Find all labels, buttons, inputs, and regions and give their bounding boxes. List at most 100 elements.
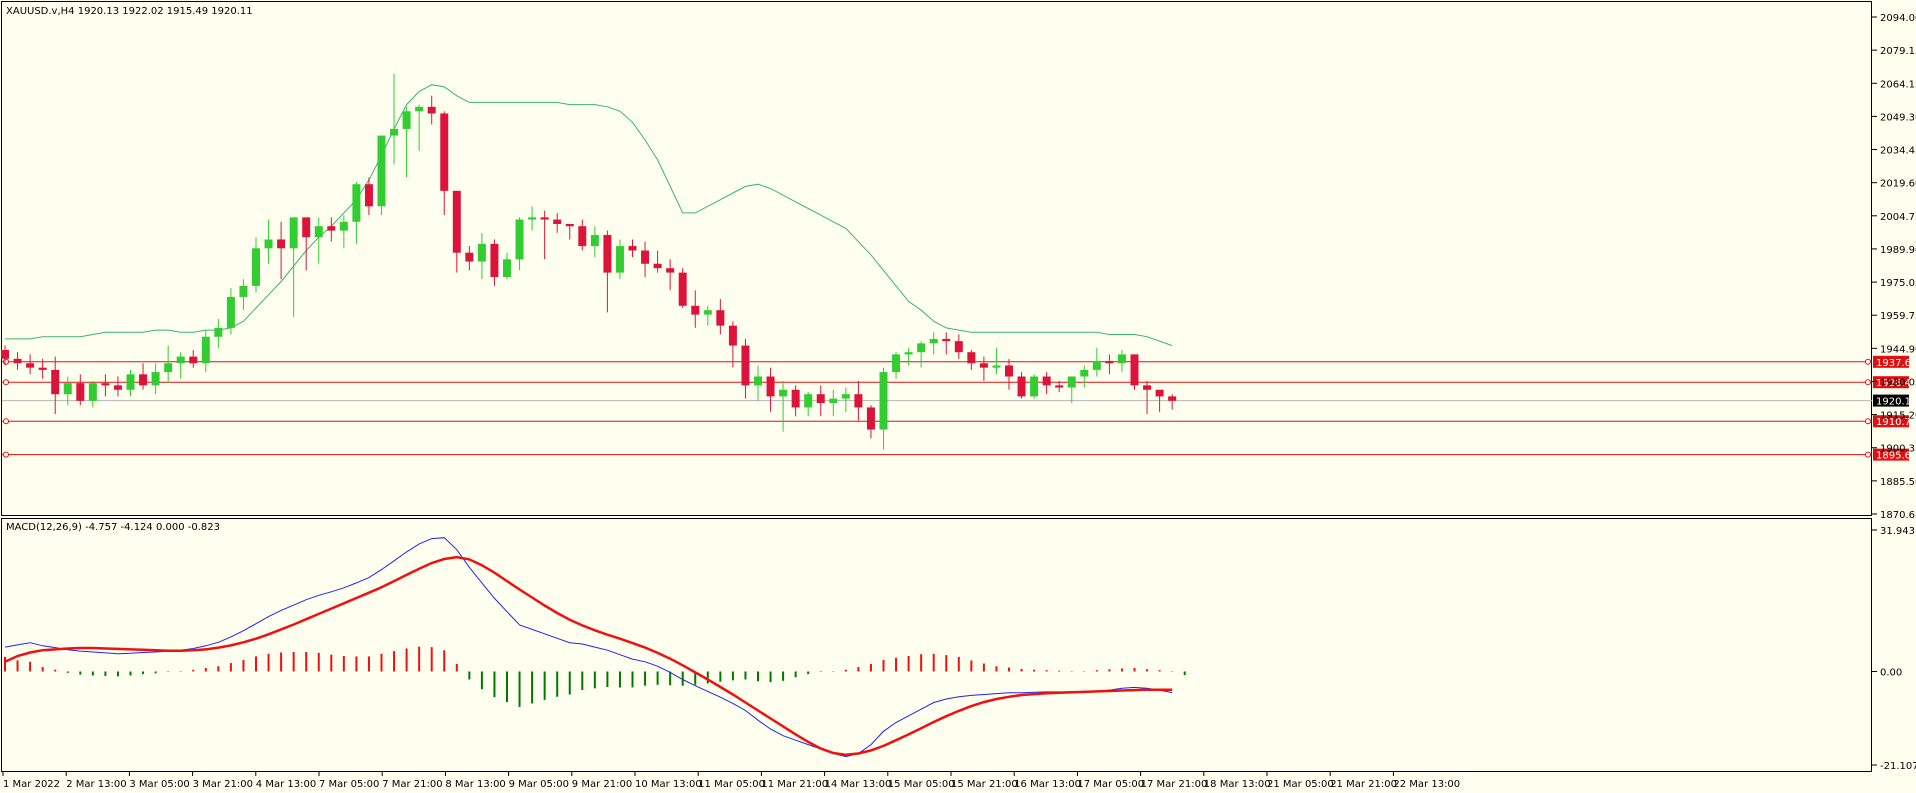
candle-body	[540, 217, 549, 220]
time-tick-label: 10 Mar 13:00	[635, 779, 702, 790]
price-panel-header: XAUUSD.v,H4 1920.13 1922.02 1915.49 1920…	[6, 6, 253, 17]
candle-body	[1105, 361, 1114, 364]
candle-body	[829, 398, 838, 404]
time-tick-label: 18 Mar 13:00	[1204, 779, 1271, 790]
bollinger-bands	[5, 84, 1173, 347]
candle-body	[565, 223, 574, 227]
candle-body	[992, 365, 1001, 368]
level-handle-left[interactable]	[3, 379, 9, 386]
candle-body	[63, 383, 72, 395]
level-price-label: 1937.65	[1876, 358, 1916, 369]
candle-body	[1067, 376, 1076, 388]
candle-body	[402, 111, 411, 129]
candle-body	[151, 372, 160, 386]
candle-body	[1042, 376, 1051, 386]
candles	[1, 73, 1177, 450]
candle-body	[26, 363, 35, 368]
candle-body	[528, 217, 537, 220]
candle-body	[126, 374, 135, 390]
signal-line	[4, 555, 1173, 757]
candle-body	[302, 217, 311, 238]
time-tick-label: 17 Mar 21:00	[1141, 779, 1208, 790]
candle-body	[841, 394, 850, 399]
candle-body	[289, 217, 298, 249]
macd-tick-label: 0.00	[1880, 668, 1902, 679]
candle-body	[917, 343, 926, 353]
price-tick-label: 2064.15	[1880, 79, 1916, 90]
candle-body	[854, 394, 863, 408]
time-tick-label: 22 Mar 13:00	[1393, 779, 1460, 790]
candle-body	[791, 389, 800, 408]
candle-body	[214, 327, 223, 337]
level-price-tag	[1873, 415, 1909, 428]
price-tick-label: 2094.00	[1880, 13, 1916, 24]
level-price-label: 1910.76	[1876, 417, 1916, 428]
macd-panel-frame[interactable]	[1, 518, 1872, 772]
candle-body	[390, 128, 399, 136]
candle-body	[942, 338, 951, 342]
price-tick-label: 1989.90	[1880, 245, 1916, 256]
time-tick-label: 15 Mar 21:00	[951, 779, 1018, 790]
level-price-tag	[1873, 448, 1909, 461]
time-tick-label: 2 Mar 13:00	[66, 779, 126, 790]
candle-body	[866, 407, 875, 430]
candle-body	[615, 246, 624, 273]
candle-body	[189, 356, 198, 364]
time-tick-label: 3 Mar 05:00	[129, 779, 189, 790]
candle-body	[377, 135, 386, 207]
macd-axis: 31.943 0.00 -21.107	[1872, 526, 1916, 772]
level-handle-left[interactable]	[3, 451, 9, 458]
candle-body	[1055, 385, 1064, 388]
candle-body	[741, 345, 750, 386]
candle-body	[339, 221, 348, 231]
level-handle-right[interactable]	[1865, 379, 1871, 386]
candle-body	[440, 113, 449, 191]
candle-body	[641, 250, 650, 264]
time-axis: 1 Mar 2022 2 Mar 13:00 3 Mar 05:00 3 Mar 21…	[2, 772, 1460, 790]
candle-body	[101, 383, 110, 386]
candle-body	[603, 235, 612, 273]
candle-body	[954, 341, 963, 353]
price-tick-label: 2049.30	[1880, 112, 1916, 123]
candle-body	[314, 226, 323, 238]
candle-body	[176, 356, 185, 364]
candle-body	[490, 243, 499, 278]
macd-panel-header: MACD(12,26,9) -4.757 -4.124 0.000 -0.823	[6, 522, 220, 533]
level-handle-right[interactable]	[1865, 358, 1871, 365]
candle-body	[239, 285, 248, 297]
candle-body	[728, 325, 737, 346]
time-tick-label: 21 Mar 21:00	[1330, 779, 1397, 790]
candle-body	[967, 352, 976, 364]
time-tick-label: 15 Mar 05:00	[888, 779, 955, 790]
candle-body	[1, 349, 9, 359]
level-handle-right[interactable]	[1865, 451, 1871, 458]
level-handle-left[interactable]	[3, 358, 9, 365]
candle-body	[929, 338, 938, 344]
horizontal-levels[interactable]: 1937.65 1928.43 1910.76 1895.66 1920.11	[2, 355, 1916, 462]
level-price-tag	[1873, 376, 1909, 389]
candle-body	[88, 383, 97, 401]
candle-body	[352, 184, 361, 222]
time-tick-label: 7 Mar 21:00	[382, 779, 442, 790]
candle-body	[703, 310, 712, 315]
macd-tick-label: 31.943	[1880, 526, 1915, 537]
candle-body	[816, 394, 825, 404]
price-tick-label: 2079.15	[1880, 46, 1916, 57]
candle-body	[327, 226, 336, 231]
level-handle-left[interactable]	[3, 418, 9, 425]
candle-body	[1130, 354, 1139, 386]
candle-body	[766, 376, 775, 397]
level-handle-right[interactable]	[1865, 418, 1871, 425]
candle-body	[1155, 389, 1164, 397]
candle-body	[804, 394, 813, 408]
candle-body	[252, 248, 260, 286]
candle-body	[1017, 376, 1026, 397]
time-tick-label: 17 Mar 05:00	[1077, 779, 1144, 790]
candle-body	[691, 305, 700, 315]
price-panel-frame[interactable]	[1, 1, 1872, 516]
price-axis: 2094.00 2079.15 2064.15 2049.30 2034.45 2019.…	[1872, 13, 1916, 521]
macd-line	[4, 537, 1173, 758]
time-tick-label: 3 Mar 21:00	[193, 779, 253, 790]
